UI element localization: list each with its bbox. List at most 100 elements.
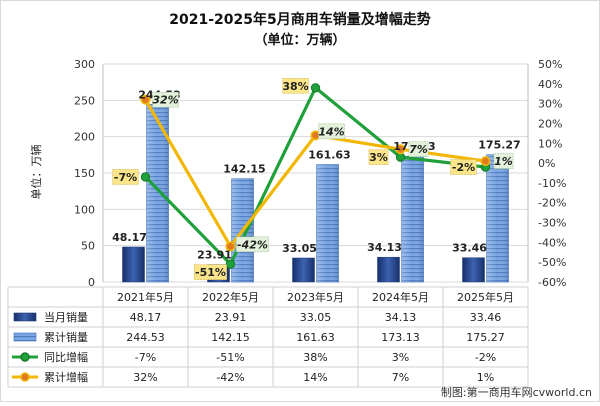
table-cell: -42%	[216, 371, 244, 384]
data-label-yoy-growth-box	[450, 159, 477, 175]
y-axis: 0 50 100 150 200 250 300	[74, 58, 95, 289]
table-cell: 173.13	[381, 331, 420, 344]
y2-tick-label: -20%	[538, 197, 566, 210]
y-tick-label: 150	[74, 167, 95, 180]
table-cell: 142.15	[211, 331, 250, 344]
data-label-cumulative-growth: -42%	[237, 238, 268, 251]
table-cell: -7%	[135, 351, 156, 364]
table-cell: 7%	[392, 371, 409, 384]
data-label-yoy-growth-box	[368, 149, 389, 165]
y-axis-title: 单位：万辆	[29, 145, 43, 200]
legend-label: 当月销量	[44, 310, 88, 324]
data-label-cumulative-growth: 14%	[318, 125, 344, 138]
data-label-cumulative-growth: 7%	[409, 143, 428, 156]
legend-label: 累计销量	[44, 330, 88, 344]
y2-tick-label: 10%	[538, 137, 562, 150]
data-label-yoy-growth: -2%	[452, 161, 475, 174]
table-cell: 38%	[303, 351, 327, 364]
table-cell: 1%	[477, 371, 494, 384]
data-label-monthly-sales: 33.05	[282, 242, 317, 255]
y2-axis: -60% -50% -40% -30% -20% -10% 0% 10% 20% 30% 40% 50…	[538, 58, 566, 289]
data-labels: 48.17244.5323.91142.1533.05161.6334.1317…	[112, 77, 521, 280]
data-label-yoy-growth: -51%	[195, 266, 226, 279]
y2-tick-label: -60%	[538, 276, 566, 289]
y-tick-label: 50	[81, 240, 95, 253]
bars	[122, 104, 509, 283]
table-cell: 48.17	[130, 311, 162, 324]
point-cumulative-growth	[140, 94, 151, 105]
data-label-monthly-sales: 33.46	[452, 242, 487, 255]
x-tick-label: 2025年5月	[457, 290, 514, 304]
y2-tick-label: 50%	[538, 58, 562, 71]
table-cell: 32%	[133, 371, 157, 384]
chart-title: 2021-2025年5月商用车销量及增幅走势	[169, 11, 430, 28]
y2-tick-label: 0%	[538, 157, 555, 170]
bar-cumulative-shade	[486, 154, 509, 282]
y-tick-label: 200	[74, 131, 95, 144]
gridlines	[102, 63, 529, 283]
table-cell: 33.46	[470, 311, 502, 324]
x-tick-label: 2023年5月	[287, 290, 344, 304]
point-cumulative-growth	[480, 156, 491, 167]
legend-marker	[20, 372, 30, 382]
data-label-cumulative-growth-box	[152, 91, 179, 108]
table-cell: 23.91	[215, 311, 247, 324]
point-cumulative-growth	[225, 241, 236, 252]
table-cell: 14%	[303, 371, 327, 384]
legend-swatch	[13, 312, 37, 322]
table-cell: 244.53	[126, 331, 165, 344]
y2-tick-label: -50%	[538, 256, 566, 269]
y2-tick-label: -40%	[538, 236, 566, 249]
lines	[140, 83, 491, 269]
bar-monthly-sales	[462, 257, 485, 283]
y-tick-label: 100	[74, 203, 95, 216]
y2-tick-label: 20%	[538, 117, 562, 130]
bar-cumulative-shade	[401, 156, 424, 282]
data-label-yoy-growth-box	[194, 264, 228, 280]
data-label-cumulative-growth: 32%	[152, 94, 178, 107]
data-label-yoy-growth-box	[112, 169, 139, 185]
legend-swatch	[13, 332, 37, 342]
data-label-yoy-growth-box	[282, 77, 309, 94]
bar-monthly-sales	[377, 256, 400, 283]
bar-cumulative-shade	[316, 164, 339, 282]
data-label-cumulative-growth-box	[318, 123, 345, 140]
data-label-cumulative-sales: 175.27	[478, 139, 520, 152]
data-label-cumulative-growth-box	[236, 236, 270, 253]
table-cell: 34.13	[385, 311, 417, 324]
data-label-monthly-sales: 23.91	[197, 249, 232, 262]
legend-label: 累计增幅	[44, 370, 88, 384]
point-yoy-growth	[140, 172, 151, 182]
legend-label: 同比增幅	[44, 350, 88, 364]
data-label-cumulative-sales: 161.63	[308, 149, 350, 162]
y-tick-label: 0	[88, 276, 95, 289]
y2-tick-label: -30%	[538, 217, 566, 230]
table-cell: 175.27	[466, 331, 505, 344]
table-cell: -2%	[475, 351, 496, 364]
data-label-yoy-growth: 38%	[282, 80, 308, 93]
data-label-cumulative-growth: 1%	[494, 155, 513, 168]
y2-tick-label: -10%	[538, 177, 566, 190]
x-tick-label: 2021年5月	[117, 290, 174, 304]
data-label-cumulative-growth-box	[493, 153, 514, 169]
y-tick-label: 250	[74, 94, 95, 107]
data-label-yoy-growth: -7%	[114, 171, 137, 184]
watermark: 制图:第一商用车网cvworld.cn	[441, 385, 592, 399]
data-label-cumulative-sales: 142.15	[223, 163, 265, 176]
data-label-monthly-sales: 34.13	[367, 241, 402, 254]
bar-cumulative-shade	[146, 104, 169, 282]
x-tick-label: 2022年5月	[202, 290, 259, 304]
table-cell: 33.05	[300, 311, 332, 324]
data-label-yoy-growth: 3%	[369, 151, 388, 164]
table-cell: 161.63	[296, 331, 335, 344]
y2-tick-label: 40%	[538, 78, 562, 91]
data-label-cumulative-growth-box	[408, 141, 429, 158]
chart-subtitle: （单位：万辆）	[254, 32, 345, 48]
data-label-monthly-sales: 48.17	[112, 231, 147, 244]
bar-monthly-sales	[292, 257, 315, 283]
table-cell: 3%	[392, 351, 409, 364]
table-cell: -51%	[216, 351, 244, 364]
